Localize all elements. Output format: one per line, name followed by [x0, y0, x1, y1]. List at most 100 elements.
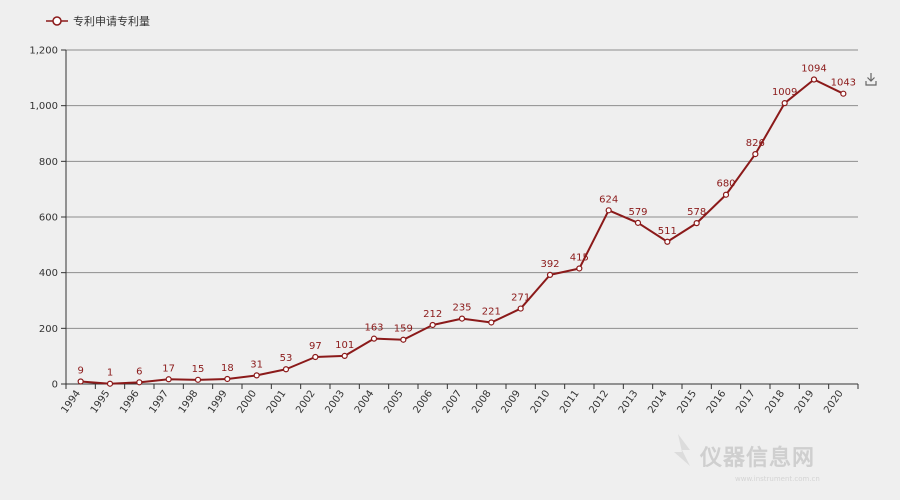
data-label: 9	[77, 365, 83, 376]
data-point[interactable]	[840, 90, 847, 97]
series-line	[80, 78, 844, 385]
series-layer	[77, 76, 847, 387]
data-point[interactable]	[370, 335, 378, 342]
watermark-text: 仪器信息网	[699, 445, 815, 471]
data-point[interactable]	[752, 150, 759, 158]
data-point[interactable]	[488, 319, 495, 326]
data-point[interactable]	[106, 380, 114, 387]
data-label: 15	[192, 364, 205, 375]
data-label: 235	[452, 303, 471, 314]
data-point[interactable]	[634, 219, 642, 226]
data-label: 826	[746, 138, 765, 149]
x-tick-label: 1994	[60, 388, 84, 415]
x-tick-label: 2009	[500, 388, 524, 415]
data-point[interactable]	[77, 378, 84, 385]
data-label: 680	[716, 179, 735, 190]
grid-layer	[66, 49, 858, 329]
data-point[interactable]	[605, 207, 612, 214]
x-tick-label: 1997	[148, 388, 172, 415]
x-tick-label: 2014	[646, 388, 670, 415]
x-tick-label: 1998	[177, 388, 201, 415]
data-label: 1	[107, 368, 113, 379]
legend[interactable]: 专利申请专利量	[46, 14, 150, 28]
data-point[interactable]	[253, 372, 260, 379]
x-tick-label: 2017	[734, 388, 758, 415]
watermark-subtext: www.instrument.com.cn	[735, 475, 820, 483]
x-tick-label: 2016	[705, 388, 729, 415]
x-tick-label: 2015	[676, 388, 700, 415]
x-tick-label: 2011	[558, 388, 582, 415]
data-label: 212	[423, 309, 442, 320]
data-label: 53	[280, 353, 293, 364]
data-point[interactable]	[136, 379, 143, 386]
data-label: 159	[394, 324, 413, 335]
data-label: 31	[250, 359, 263, 370]
data-label: 1009	[772, 87, 797, 98]
y-tick-label: 600	[39, 213, 58, 224]
data-label: 1094	[801, 64, 826, 75]
x-tick-label: 2004	[353, 388, 377, 415]
x-tick-label: 2019	[793, 388, 817, 415]
data-point[interactable]	[458, 315, 466, 322]
data-label: 6	[136, 366, 142, 377]
x-tick-label: 2010	[529, 388, 553, 415]
watermark-logo-icon	[674, 434, 690, 466]
x-tick-label: 1995	[89, 388, 113, 415]
x-tick-label: 2006	[412, 388, 436, 415]
y-tick-label: 1,000	[29, 101, 58, 112]
y-tick-label: 1,200	[29, 46, 58, 57]
x-tick-label: 2003	[324, 388, 348, 415]
x-tick-label: 2000	[236, 388, 260, 415]
legend-marker	[52, 16, 62, 26]
data-point[interactable]	[722, 191, 730, 198]
y-tick-label: 800	[39, 157, 58, 168]
x-tick-label: 2001	[265, 388, 289, 415]
data-point[interactable]	[546, 271, 554, 278]
data-point[interactable]	[312, 353, 319, 361]
data-label: 578	[687, 207, 706, 218]
data-label: 579	[628, 207, 647, 218]
data-label: 392	[540, 259, 559, 270]
data-point[interactable]	[664, 238, 671, 245]
data-point[interactable]	[400, 336, 407, 343]
data-label: 221	[482, 306, 501, 317]
data-label: 97	[309, 341, 322, 352]
data-point[interactable]	[282, 366, 290, 373]
data-point[interactable]	[165, 376, 172, 383]
data-point[interactable]	[576, 265, 583, 272]
data-point[interactable]	[429, 321, 436, 329]
y-tick-label: 0	[52, 380, 58, 391]
data-label: 271	[511, 293, 530, 304]
x-tick-label: 2018	[764, 388, 788, 415]
data-point[interactable]	[341, 352, 348, 359]
x-tick-label: 1996	[118, 388, 142, 415]
x-tick-label: 2013	[617, 388, 641, 415]
y-tick-label: 400	[39, 268, 58, 279]
data-label: 624	[599, 194, 618, 205]
download-icon[interactable]	[865, 73, 877, 86]
data-point[interactable]	[517, 305, 524, 312]
x-tick-label: 2012	[588, 388, 612, 415]
watermark: 仪器信息网 www.instrument.com.cn	[674, 434, 820, 483]
data-label: 511	[658, 226, 677, 237]
data-label: 415	[570, 252, 589, 263]
data-label: 1043	[831, 78, 856, 89]
data-point[interactable]	[810, 76, 818, 83]
x-tick-label: 2020	[822, 388, 846, 415]
x-tick-label: 1999	[206, 388, 230, 415]
y-tick-label: 200	[39, 324, 58, 335]
data-label: 18	[221, 363, 234, 374]
x-tick-label: 2005	[382, 388, 406, 415]
legend-label: 专利申请专利量	[73, 14, 150, 28]
data-labels: 9 1 6 17 15 18 31 53 97 101 163 159 212 235 221 271 392 4…	[77, 64, 856, 379]
x-tick-label: 2008	[470, 388, 494, 415]
data-point[interactable]	[194, 376, 202, 383]
data-point[interactable]	[781, 100, 788, 107]
data-point[interactable]	[693, 220, 700, 227]
data-label: 163	[364, 323, 383, 334]
x-tick-label: 2007	[441, 388, 465, 415]
data-point[interactable]	[224, 375, 231, 383]
